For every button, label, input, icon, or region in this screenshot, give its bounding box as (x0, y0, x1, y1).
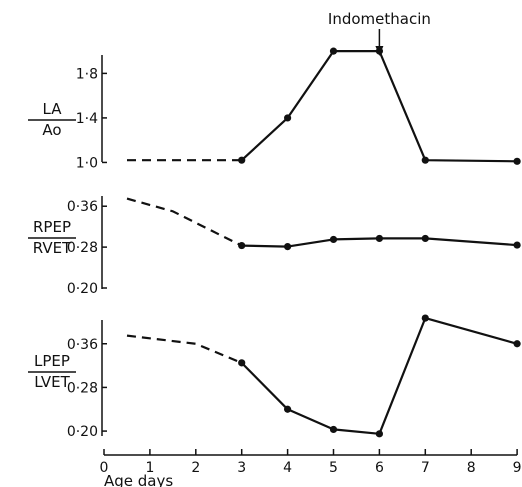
x-tick-label-1: 1 (145, 460, 154, 476)
y-tick-label-2-1: 0·28 (67, 380, 98, 396)
x-tick-label-6: 6 (375, 460, 384, 476)
series-line-1-0 (126, 197, 243, 247)
x-tick-label-0: 0 (100, 460, 109, 476)
series-line-0-1 (240, 49, 518, 163)
data-point-1-2 (329, 235, 338, 244)
x-tick-label-2: 2 (191, 460, 200, 476)
y-tick-label-2-2: 0·36 (67, 337, 98, 353)
x-tick-label-8: 8 (467, 460, 476, 476)
data-point-0-1 (284, 114, 292, 122)
x-tick-label-3: 3 (237, 460, 246, 476)
y-label-denominator-2: LVET (34, 373, 70, 391)
y-tick-label-1-0: 0·20 (67, 281, 98, 297)
data-point-2-4 (421, 314, 429, 322)
annotation-label: Indomethacin (328, 10, 431, 28)
data-point-1-5 (513, 241, 521, 249)
x-axis-label: Age days (104, 472, 173, 487)
x-tick-label-5: 5 (329, 460, 338, 476)
series-line-2-0 (126, 334, 243, 364)
series-line-2-1 (240, 317, 518, 435)
data-point-1-3 (375, 234, 383, 243)
y-tick-label-0-1: 1·4 (76, 111, 98, 127)
y-tick-label-0-2: 1·8 (76, 66, 98, 82)
x-tick-label-9: 9 (513, 460, 522, 476)
data-point-1-0 (238, 241, 246, 250)
data-point-0-2 (329, 47, 338, 55)
y-tick-label-1-2: 0·36 (67, 199, 98, 215)
data-point-2-3 (375, 430, 383, 438)
data-point-2-2 (329, 425, 338, 434)
y-label-numerator-0: LA (43, 100, 63, 118)
data-point-0-0 (238, 156, 246, 164)
data-point-1-4 (421, 234, 429, 243)
x-tick-label-4: 4 (283, 460, 292, 476)
data-point-2-1 (284, 405, 292, 413)
y-label-numerator-2: LPEP (34, 352, 70, 370)
data-point-1-1 (284, 243, 292, 251)
y-label-numerator-1: RPEP (33, 218, 71, 236)
y-label-denominator-0: Ao (42, 121, 61, 139)
annotation-arrow-head (375, 46, 384, 56)
y-label-denominator-1: RVET (33, 239, 72, 257)
series-line-1-1 (241, 237, 518, 248)
data-point-2-0 (238, 359, 246, 367)
y-tick-label-0-0: 1·0 (76, 155, 98, 171)
x-tick-label-7: 7 (421, 460, 430, 476)
data-point-0-5 (513, 157, 521, 165)
y-tick-label-2-0: 0·20 (67, 424, 98, 440)
y-tick-label-1-1: 0·28 (67, 240, 98, 256)
data-point-0-4 (421, 156, 429, 164)
data-point-2-5 (513, 340, 521, 348)
